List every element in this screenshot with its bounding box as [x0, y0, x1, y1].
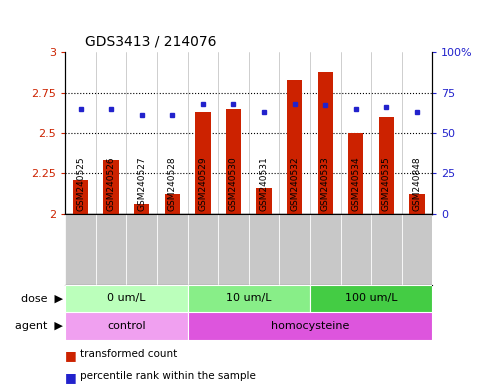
Bar	[226, 109, 241, 214]
Text: transformed count: transformed count	[80, 349, 177, 359]
Text: 0 um/L: 0 um/L	[107, 293, 146, 303]
Bar	[103, 160, 119, 214]
Bar	[310, 285, 432, 312]
Text: agent  ▶: agent ▶	[15, 321, 63, 331]
Bar	[165, 194, 180, 214]
Text: dose  ▶: dose ▶	[21, 293, 63, 303]
Bar	[65, 312, 187, 340]
Bar	[256, 188, 272, 214]
Bar	[379, 117, 394, 214]
Text: GDS3413 / 214076: GDS3413 / 214076	[85, 35, 216, 48]
Bar	[65, 285, 187, 312]
Bar	[195, 112, 211, 214]
Bar	[73, 180, 88, 214]
Text: control: control	[107, 321, 146, 331]
Bar	[187, 285, 310, 312]
Text: 100 um/L: 100 um/L	[345, 293, 398, 303]
Text: percentile rank within the sample: percentile rank within the sample	[80, 371, 256, 381]
Bar	[410, 194, 425, 214]
Bar	[287, 79, 302, 214]
Bar	[348, 133, 364, 214]
Text: ■: ■	[65, 371, 77, 384]
Bar	[318, 71, 333, 214]
Bar	[187, 312, 432, 340]
Text: ■: ■	[65, 349, 77, 362]
Text: homocysteine: homocysteine	[271, 321, 349, 331]
Text: 10 um/L: 10 um/L	[226, 293, 271, 303]
Bar	[134, 204, 149, 214]
